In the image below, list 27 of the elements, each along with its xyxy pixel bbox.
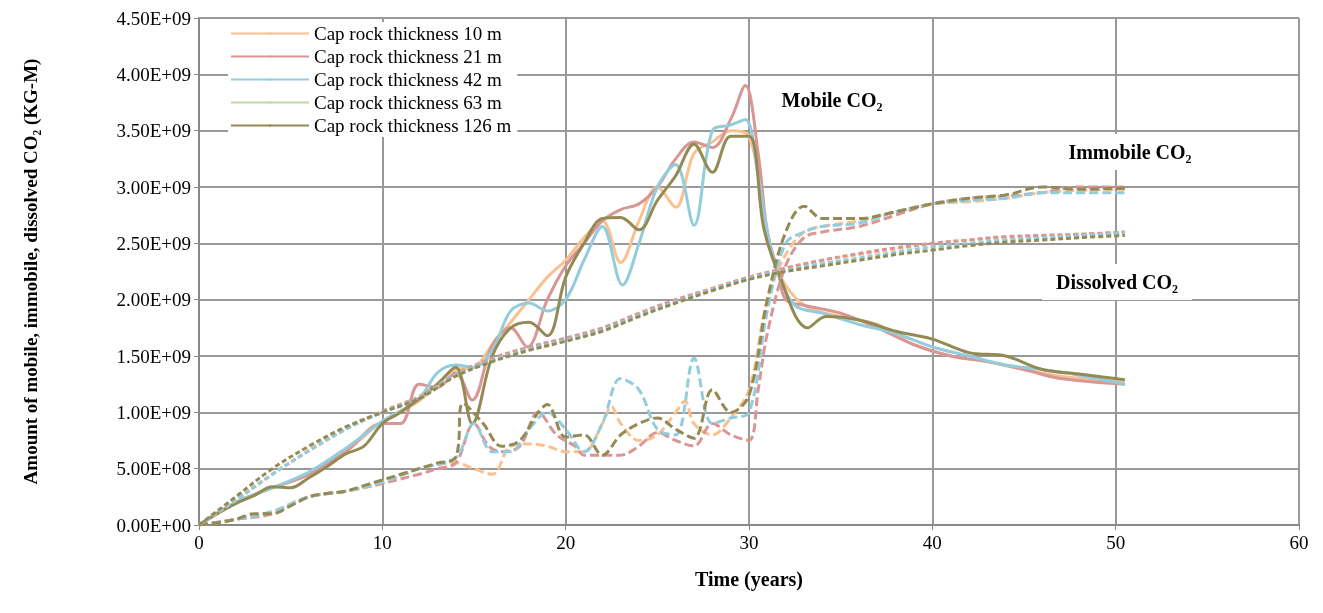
y-tick-label: 2.00E+09 — [116, 289, 191, 311]
annotation: Immobile CO₂ — [1068, 141, 1192, 163]
annotation: Mobile CO₂ — [781, 89, 883, 111]
x-tick-label: 10 — [372, 532, 392, 553]
y-tick-label: 1.00E+09 — [116, 401, 191, 423]
annotation: Dissolved CO₂ — [1055, 271, 1179, 293]
y-tick-label: 3.50E+09 — [116, 120, 191, 142]
x-tick-label: 0 — [194, 532, 204, 553]
x-tick-label: 50 — [1106, 532, 1126, 553]
x-tick-label: 40 — [922, 532, 942, 553]
x-tick-label: 60 — [1289, 532, 1309, 553]
y-tick-label: 3.00E+09 — [116, 176, 191, 198]
x-tick-label: 30 — [739, 532, 759, 553]
y-tick-label: 0.00E+00 — [116, 514, 191, 536]
y-tick-label: 2.50E+09 — [116, 232, 191, 254]
legend-label: Cap rock thickness 42 m — [314, 69, 503, 90]
y-tick-label: 5.00E+08 — [116, 458, 191, 480]
y-tick-label: 1.50E+09 — [116, 345, 191, 367]
y-tick-label: 4.00E+09 — [116, 63, 191, 85]
x-tick-label: 20 — [556, 532, 576, 553]
y-tick-label: 4.50E+09 — [116, 7, 191, 29]
x-axis-title: Time (years) — [695, 568, 803, 591]
legend-label: Cap rock thickness 126 m — [314, 115, 512, 136]
y-axis-title: Amount of mobile, immobile, dissolved CO₂ (KG-M) — [19, 58, 42, 485]
legend-label: Cap rock thickness 63 m — [314, 92, 503, 113]
legend-label: Cap rock thickness 21 m — [314, 46, 503, 67]
legend-label: Cap rock thickness 10 m — [314, 23, 503, 44]
